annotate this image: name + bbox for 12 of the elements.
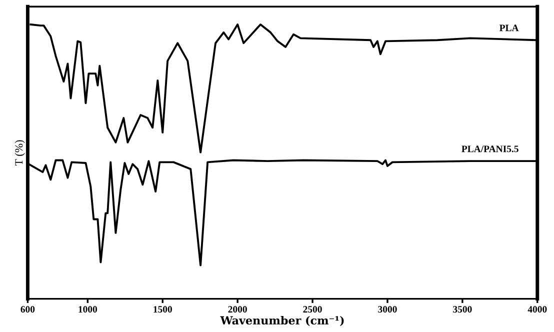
series-label: PLA/PANI5.5 <box>462 146 518 152</box>
series-label: PLA <box>499 24 519 32</box>
x-tick-label: 600 <box>20 306 35 313</box>
x-tick-label: 2000 <box>228 306 247 313</box>
x-tick-label: 3000 <box>378 306 397 313</box>
x-tick-label: 1000 <box>78 306 98 313</box>
x-tick-label: 1500 <box>154 306 172 313</box>
x-tick-label: 4000 <box>528 306 547 313</box>
x-tick-label: 3500 <box>453 306 472 313</box>
x-axis-title: Wavenumber (cm⁻¹) <box>220 316 344 326</box>
y-axis-title: T (%) <box>14 140 25 166</box>
x-tick-label: 2500 <box>303 306 322 313</box>
